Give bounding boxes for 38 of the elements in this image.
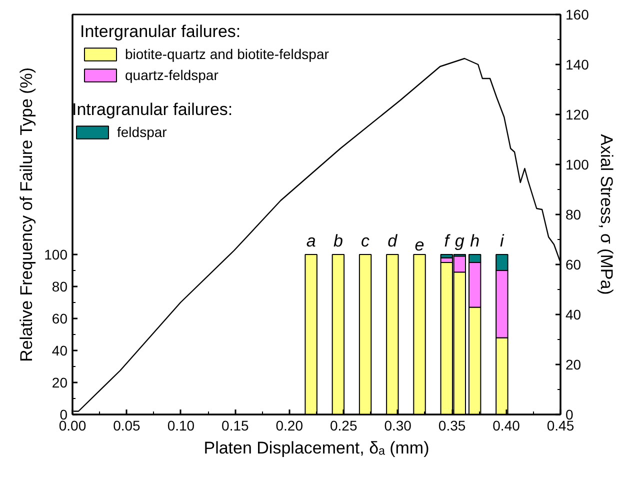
annotation: h [470,232,480,250]
x-tick-label: 0.05 [113,418,141,434]
y2-tick-label: 20 [566,356,582,372]
y2-axis-title: Axial Stress, σ (MPa) [596,134,616,295]
x-tick-label: 0.40 [492,418,520,434]
y2-tick-label: 40 [566,306,582,322]
annotation: b [333,232,343,250]
annotation: c [361,232,370,250]
y-tick-label: 40 [52,342,68,358]
annotation: a [306,232,316,250]
annotation: f [444,232,452,250]
x-tick-label: 0.35 [438,418,466,434]
y2-tick-label: 140 [566,56,590,72]
annotation: d [388,232,398,250]
annotation: Intragranular failures: [72,100,233,120]
legend-label: biotite-quartz and biotite-feldspar [125,46,329,62]
y2-tick-label: 120 [566,106,590,122]
legend-title: Intergranular failures: [80,22,242,42]
annotation: i [500,232,506,250]
y-tick-label: 20 [52,374,68,390]
y2-tick-label: 100 [566,156,590,172]
y2-tick-label: 80 [566,206,582,222]
x-tick-label: 0.20 [276,418,304,434]
x-tick-label: 0.30 [384,418,412,434]
x-tick-label: 0.25 [330,418,358,434]
y-tick-label: 80 [52,278,68,294]
y-tick-label: 60 [52,310,68,326]
x-tick-label: 0.10 [167,418,195,434]
annotation: e [414,236,424,254]
annotation: g [454,232,465,250]
x-axis-title: Platen Displacement, δₐ (mm) [204,438,430,458]
legend-label: feldspar [117,124,167,140]
legend-label: quartz-feldspar [125,67,218,83]
y2-tick-label: 60 [566,256,582,272]
x-tick-label: 0.15 [222,418,250,434]
y-tick-label: 100 [44,246,68,262]
y2-tick-label: 160 [566,6,590,22]
y-axis-title: Relative Frequency of Failure Type (%) [17,67,36,362]
